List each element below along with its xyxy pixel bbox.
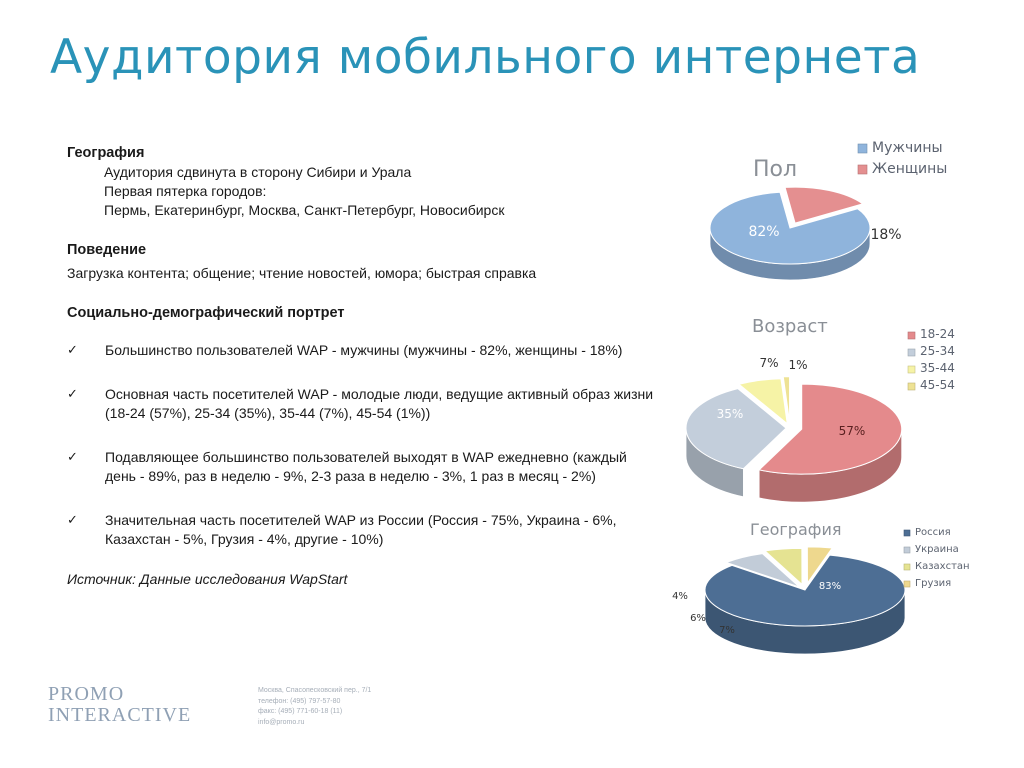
list-item: ✓ Основная часть посетителей WAP - молод…	[67, 385, 657, 423]
legend-swatch	[857, 164, 868, 175]
chart-gender-svg: Пол 82% 18% Мужчины Женщины	[709, 140, 947, 281]
geo-line: Первая пятерка городов:	[104, 183, 267, 199]
checkmark-icon: ✓	[67, 450, 78, 465]
data-label: 82%	[748, 224, 779, 240]
data-label: 83%	[819, 581, 841, 592]
data-label: 6%	[690, 613, 706, 624]
geo-line: Пермь, Екатеринбург, Москва, Санкт-Петер…	[104, 202, 505, 218]
chart-geography: География 83% 7% 6% 4% Россия Украина Казахстан…	[660, 515, 980, 680]
contact-line: Москва, Спасопесковский пер., 7/1	[258, 687, 372, 694]
bullet-text: Основная часть посетителей WAP - молодые…	[105, 386, 654, 421]
pie-slice-35-44	[737, 378, 788, 425]
logo-line: INTERACTIVE	[48, 704, 192, 726]
chart-title: Пол	[753, 157, 797, 182]
legend-label: Грузия	[915, 578, 951, 589]
list-item: ✓ Большинство пользователей WAP - мужчин…	[67, 341, 657, 360]
contacts: Москва, Спасопесковский пер., 7/1 телефо…	[258, 686, 371, 728]
legend-swatch	[903, 529, 911, 537]
logo-line: PROMO	[48, 683, 125, 705]
chart-age-svg: Возраст 57% 35% 7% 1% 18-24 25-34 35-44 45-54	[685, 316, 955, 503]
legend-swatch	[903, 563, 911, 571]
bullet-text: Значительная часть посетителей WAP из Ро…	[105, 512, 617, 547]
data-label: 57%	[839, 424, 866, 438]
chart-geography-svg: География 83% 7% 6%4% Россия Украина Казахстан…	[672, 520, 970, 655]
legend-label: Россия	[915, 527, 951, 538]
legend-label: Казахстан	[915, 561, 970, 572]
legend-label: 25-34	[920, 344, 955, 358]
checkmark-icon: ✓	[67, 343, 78, 358]
contact-line: факс: (495) 771-60-18 (11)	[258, 708, 343, 715]
data-label: 18%	[870, 227, 901, 243]
social-bullets: ✓ Большинство пользователей WAP - мужчин…	[67, 341, 657, 549]
data-label: 7%	[719, 625, 735, 636]
behavior-text: Загрузка контента; общение; чтение новос…	[67, 265, 537, 281]
chart-gender: Пол 82% 18% Мужчины Женщины	[690, 130, 990, 305]
pie-slice-45-54	[782, 376, 791, 422]
pie-slice-Женщины	[784, 186, 864, 224]
source-note: Источник: Данные исследования WapStart	[67, 571, 348, 587]
contact-line: info@promo.ru	[258, 718, 305, 726]
legend-swatch	[857, 143, 868, 154]
data-label: 1%	[788, 358, 807, 372]
pie-slice-Украина	[724, 553, 800, 588]
text-content: География Аудитория сдвинута в сторону С…	[67, 144, 657, 589]
chart-age: Возраст 57% 35% 7% 1% 18-24 25-34 35-44 45-54	[680, 308, 980, 503]
chart-title: Возраст	[752, 316, 828, 337]
data-label: 7%	[759, 356, 778, 370]
bullet-text: Большинство пользователей WAP - мужчины …	[105, 342, 623, 358]
contact-line: телефон: (495) 797-57-80	[258, 697, 341, 705]
checkmark-icon: ✓	[67, 513, 78, 528]
social-heading: Социально-демографический портрет	[67, 305, 345, 321]
pie-slice-Россия	[704, 554, 906, 627]
pie-slice-Грузия	[806, 546, 834, 585]
data-label: 4%	[672, 591, 688, 602]
legend-swatch	[907, 348, 916, 357]
behavior-heading: Поведение	[67, 242, 147, 258]
legend-label: 45-54	[920, 378, 955, 392]
chart-title: География	[750, 520, 841, 539]
pie-slice-Мужчины	[709, 191, 871, 265]
legend-swatch	[907, 365, 916, 374]
geo-line: Аудитория сдвинута в сторону Сибири и Ур…	[104, 164, 412, 180]
data-label: 35%	[717, 407, 744, 421]
geo-heading: География	[67, 145, 145, 161]
legend-label: 35-44	[920, 361, 955, 375]
checkmark-icon: ✓	[67, 387, 78, 402]
legend-label: Украина	[915, 544, 959, 555]
slide-title: Аудитория мобильного интернета	[50, 30, 921, 85]
legend-label: Мужчины	[872, 140, 943, 156]
legend-swatch	[903, 580, 911, 588]
legend-label: 18-24	[920, 327, 955, 341]
list-item: ✓ Значительная часть посетителей WAP из …	[67, 511, 657, 549]
pie-slice-25-34	[685, 388, 787, 470]
legend-label: Женщины	[872, 161, 947, 177]
logo: PROMO INTERACTIVE	[48, 684, 191, 726]
pie-slice-18-24	[758, 383, 903, 475]
pie-slice-Казахстан	[763, 547, 803, 586]
bullet-text: Подавляющее большинство пользователей вы…	[105, 449, 627, 484]
legend-swatch	[907, 331, 916, 340]
list-item: ✓ Подавляющее большинство пользователей …	[67, 448, 657, 486]
legend-swatch	[907, 382, 916, 391]
legend-swatch	[903, 546, 911, 554]
